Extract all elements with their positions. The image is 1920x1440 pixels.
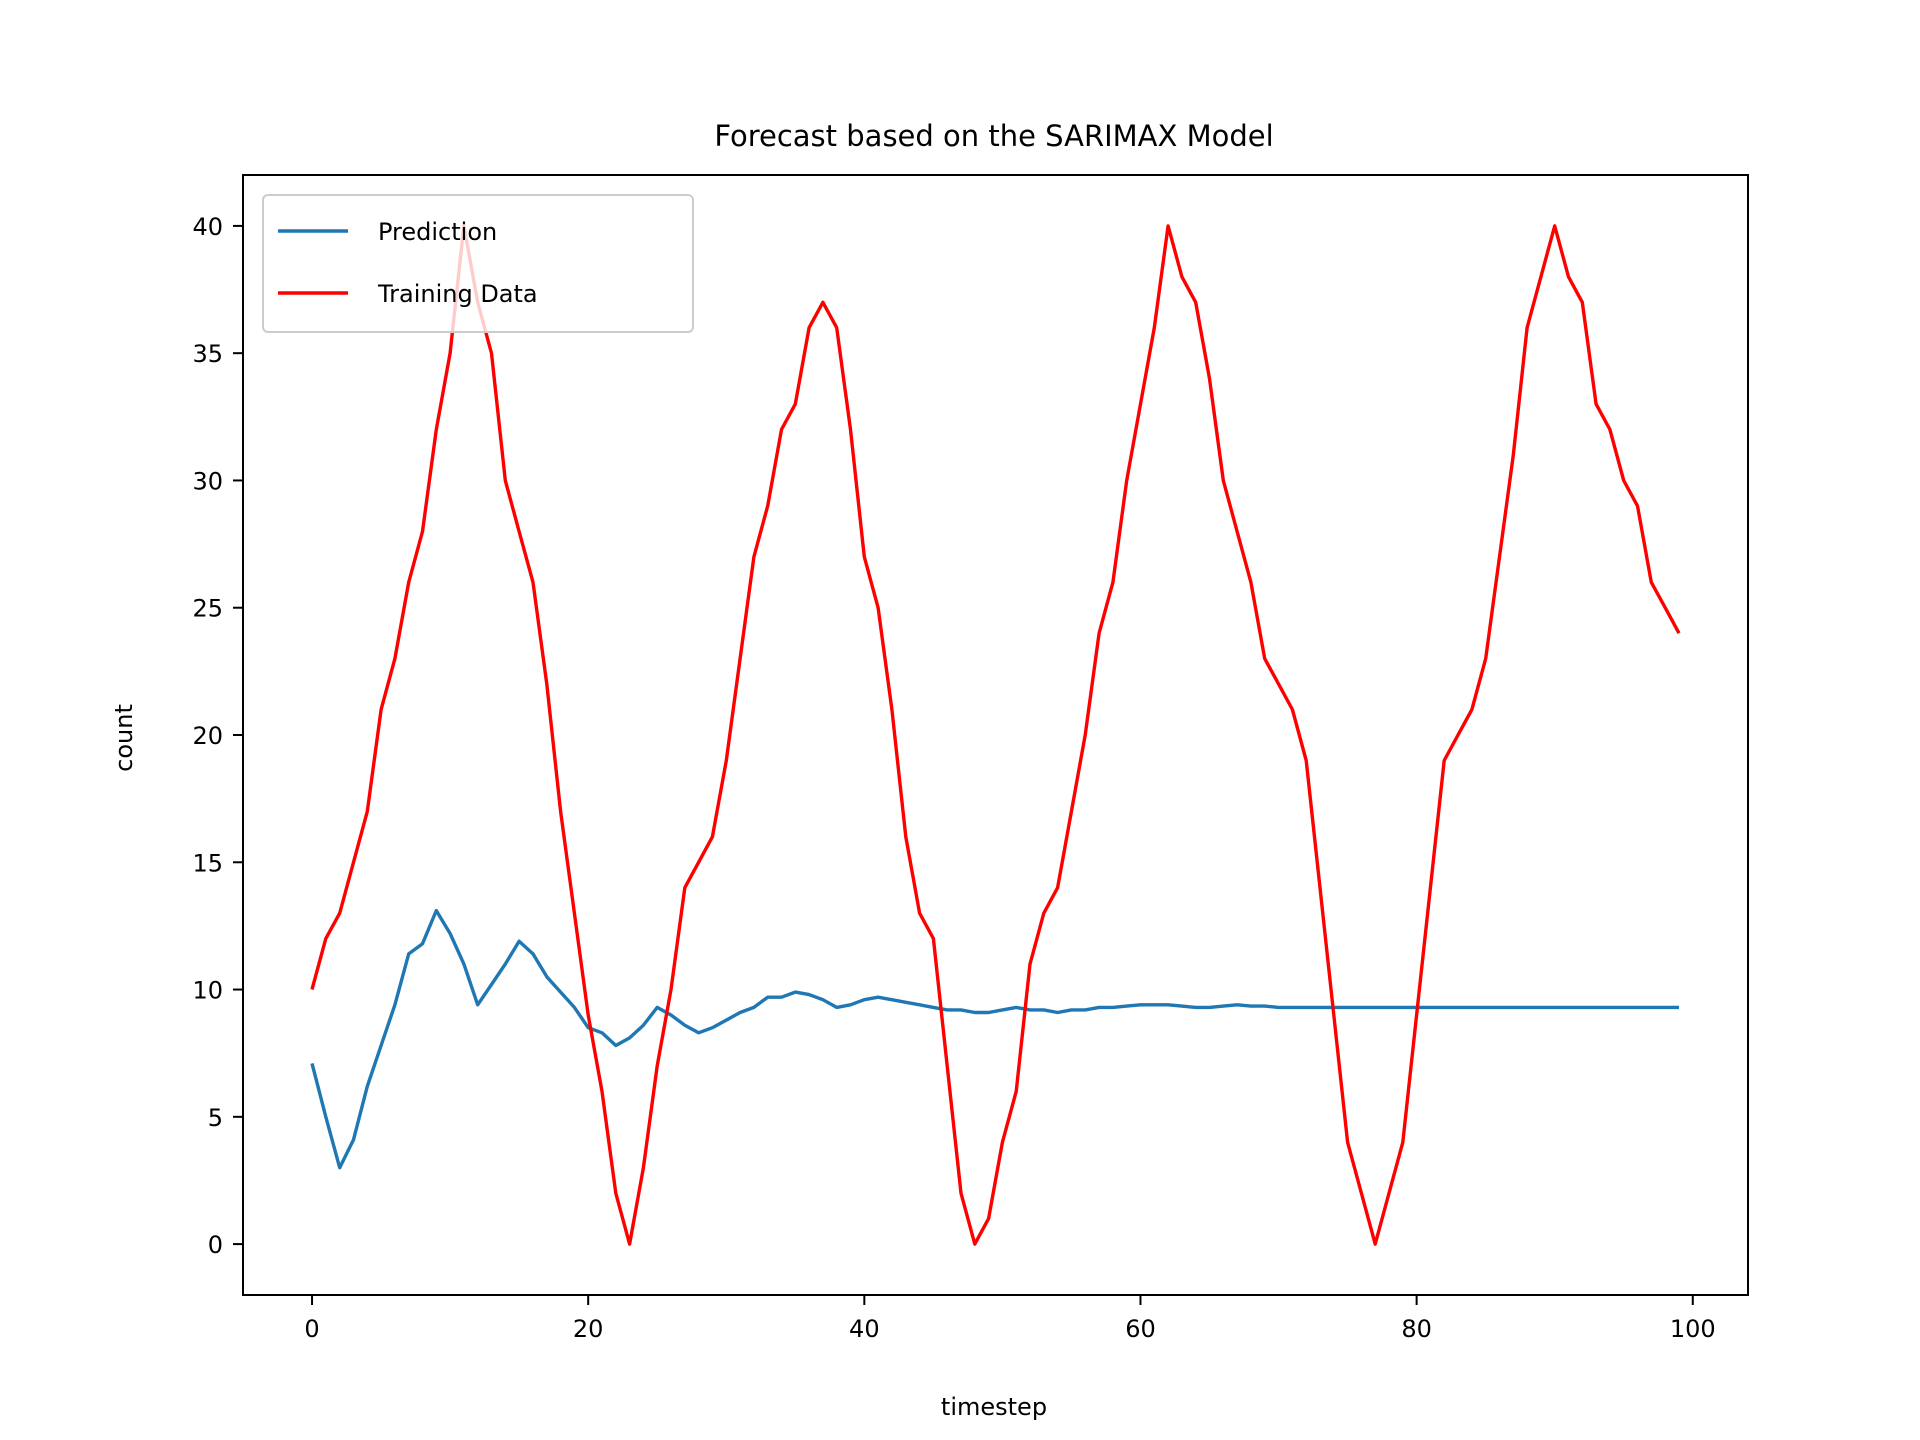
y-tick-label: 0 <box>208 1231 223 1259</box>
y-tick-label: 15 <box>192 849 223 877</box>
x-tick-label: 100 <box>1670 1315 1716 1343</box>
series-2 <box>310 224 1681 1246</box>
series-line <box>310 908 1679 1170</box>
y-tick-label: 5 <box>208 1104 223 1132</box>
y-tick-label: 40 <box>192 213 223 241</box>
y-tick-label: 20 <box>192 722 223 750</box>
legend-label: Prediction <box>378 218 497 246</box>
legend-item: Training Data <box>278 280 538 308</box>
y-tick-label: 30 <box>192 467 223 495</box>
x-tick-label: 0 <box>304 1315 319 1343</box>
x-tick-label: 20 <box>573 1315 604 1343</box>
x-axis-label: timestep <box>941 1393 1047 1421</box>
axes: 0 20 40 60 80 100 0 5 10 15 20 25 30 35 40 <box>192 174 1749 1343</box>
x-tick-label: 40 <box>849 1315 880 1343</box>
series-line <box>310 224 1681 1246</box>
legend: Prediction Training Data <box>262 194 694 333</box>
series-1 <box>310 908 1679 1170</box>
plot-area <box>310 224 1681 1246</box>
legend-label: Training Data <box>377 280 538 308</box>
y-axis-label: count <box>110 704 138 772</box>
y-tick-label: 35 <box>192 340 223 368</box>
legend-box <box>262 194 694 333</box>
y-tick-label: 25 <box>192 595 223 623</box>
legend-item: Prediction <box>278 218 497 246</box>
chart-title: Forecast based on the SARIMAX Model <box>714 119 1273 153</box>
y-tick-label: 10 <box>192 977 223 1005</box>
x-tick-label: 60 <box>1125 1315 1156 1343</box>
x-tick-label: 80 <box>1401 1315 1432 1343</box>
